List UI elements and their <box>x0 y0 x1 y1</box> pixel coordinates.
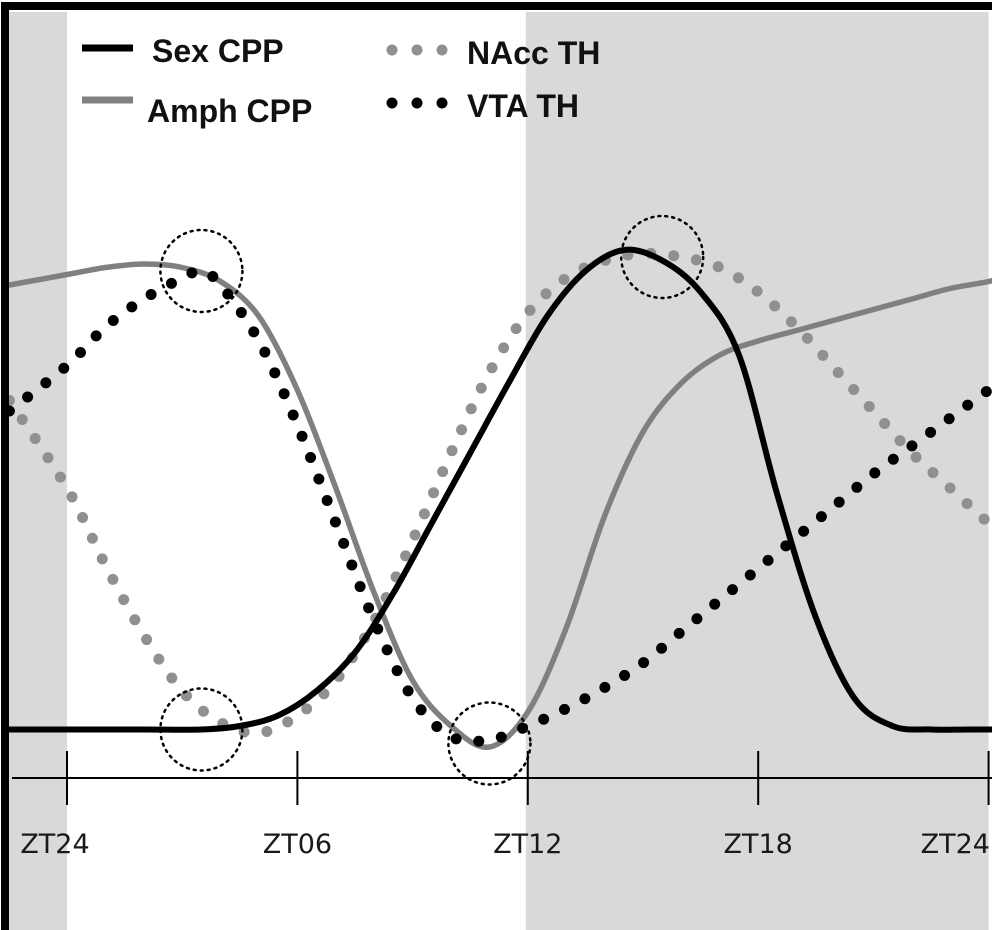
legend-label-vta-th: VTA TH <box>467 88 579 124</box>
legend-label-nacc-th: NAcc TH <box>467 35 600 71</box>
highlight-circle <box>159 228 244 314</box>
legend-label-sex-cpp: Sex CPP <box>152 33 284 69</box>
series-group <box>3 246 992 750</box>
dark-phase-band <box>525 12 989 930</box>
dark-phase-band <box>7 12 67 930</box>
series-line-sex-cpp <box>6 246 992 733</box>
series-line-nacc-th <box>3 247 992 739</box>
legend-label-amph-cpp: Amph CPP <box>147 93 312 129</box>
x-tick-label: ZT24 <box>921 829 990 860</box>
x-tick-label: ZT24 <box>20 829 89 860</box>
highlight-circle <box>159 687 244 772</box>
x-axis: ZT24 ZT06 ZT12 ZT18 ZT24 <box>12 751 992 860</box>
legend: Sex CPP Amph CPP NAcc TH VTA TH <box>82 33 600 129</box>
x-tick-label: ZT06 <box>263 829 332 860</box>
highlight-circle <box>447 701 532 786</box>
series-line-vta-th <box>3 265 992 748</box>
highlight-circles <box>159 214 705 786</box>
x-tick-label: ZT18 <box>724 829 793 860</box>
highlight-circle <box>619 214 705 300</box>
series-line-amph-cpp <box>6 261 992 750</box>
x-tick-label: ZT12 <box>493 829 562 860</box>
dark-phase-bands <box>7 12 989 930</box>
